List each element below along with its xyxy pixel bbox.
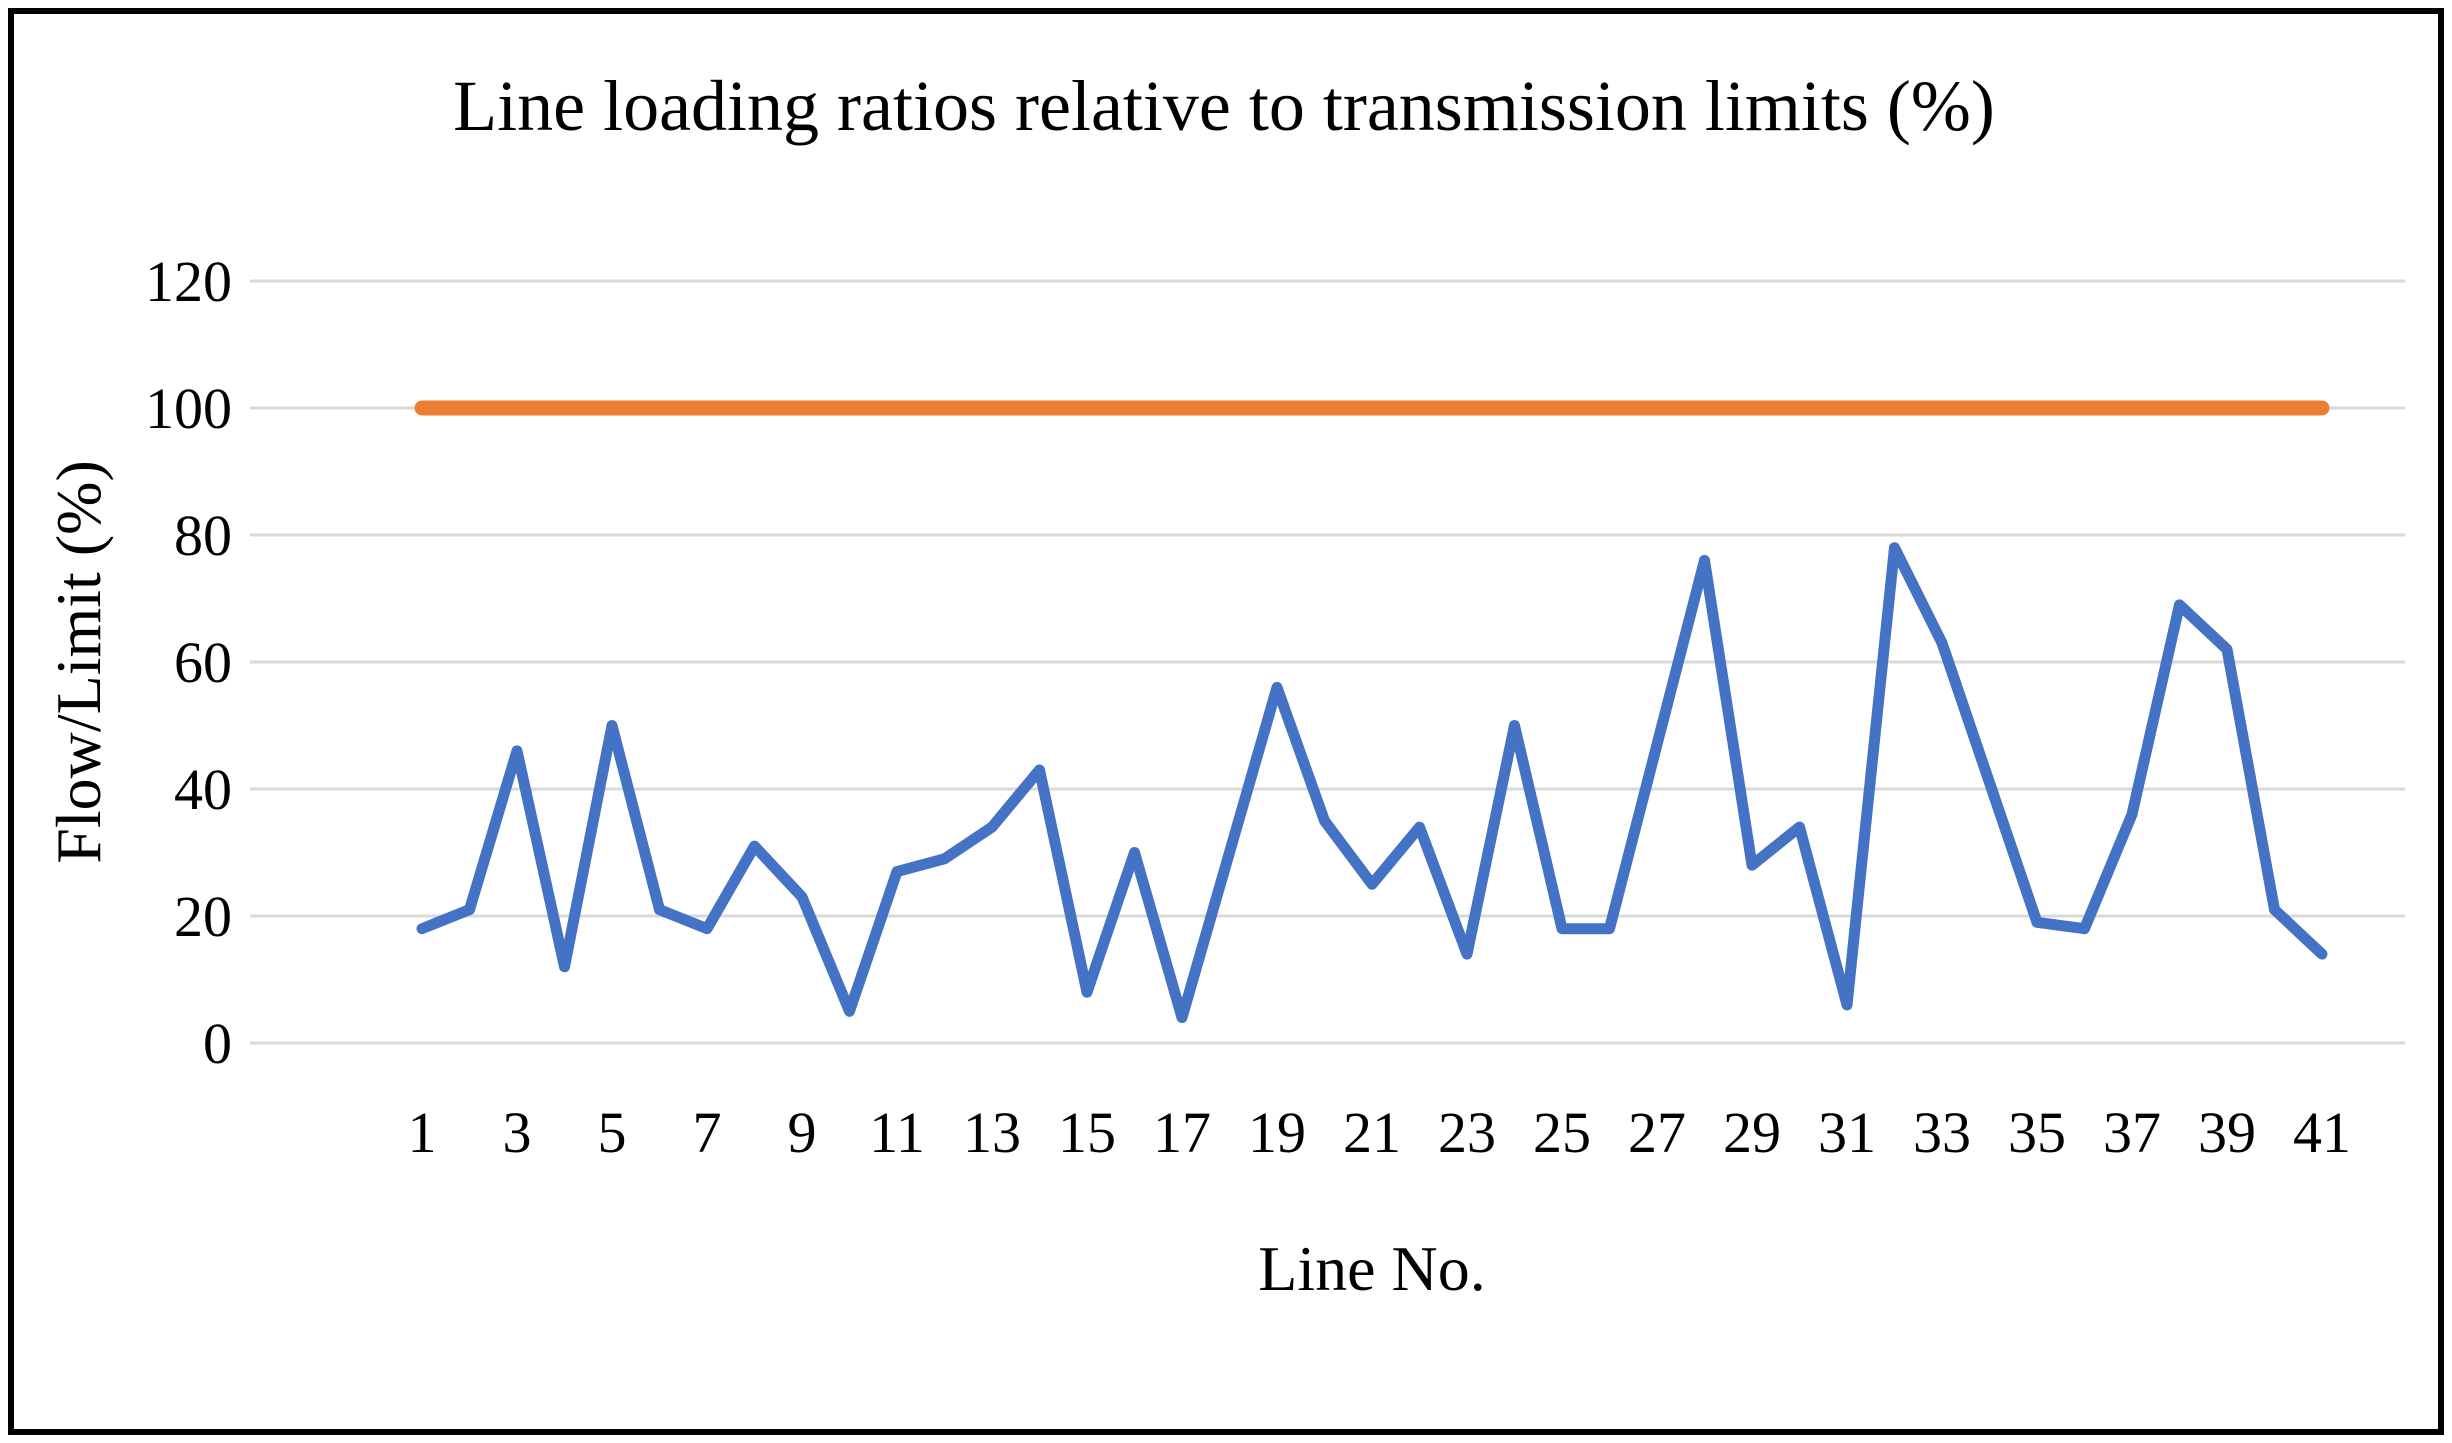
- x-tick-label-37: 37: [2103, 1100, 2161, 1165]
- x-tick-label-35: 35: [2008, 1100, 2066, 1165]
- y-tick-label-120: 120: [145, 249, 232, 314]
- x-tick-label-17: 17: [1153, 1100, 1211, 1165]
- x-axis-title: Line No.: [1258, 1233, 1486, 1304]
- x-tick-label-41: 41: [2293, 1100, 2351, 1165]
- x-tick-label-9: 9: [788, 1100, 817, 1165]
- y-tick-label-80: 80: [174, 503, 232, 568]
- y-tick-label-40: 40: [174, 757, 232, 822]
- x-tick-label-33: 33: [1913, 1100, 1971, 1165]
- x-tick-label-1: 1: [408, 1100, 437, 1165]
- x-tick-label-31: 31: [1818, 1100, 1876, 1165]
- chart-border: [8, 8, 2444, 1435]
- chart-title: Line loading ratios relative to transmis…: [453, 66, 1995, 146]
- x-axis-tick-labels: 1 3 5 7 9 11 13 15 17 19 21 23 25 27 29 31 33 35 37 39 41: [408, 1100, 2352, 1165]
- x-tick-label-25: 25: [1533, 1100, 1591, 1165]
- x-tick-label-13: 13: [963, 1100, 1021, 1165]
- x-tick-label-23: 23: [1438, 1100, 1496, 1165]
- y-tick-label-60: 60: [174, 630, 232, 695]
- x-tick-label-27: 27: [1628, 1100, 1686, 1165]
- x-tick-label-3: 3: [503, 1100, 532, 1165]
- x-tick-label-11: 11: [869, 1100, 925, 1165]
- y-axis-title: Flow/Limit (%): [43, 460, 114, 864]
- x-tick-label-15: 15: [1058, 1100, 1116, 1165]
- y-tick-label-20: 20: [174, 884, 232, 949]
- data-series: [414, 400, 2330, 1024]
- x-tick-label-21: 21: [1343, 1100, 1401, 1165]
- y-tick-label-0: 0: [203, 1011, 232, 1076]
- y-axis-tick-labels: 0 20 40 60 80 100 120: [145, 249, 232, 1076]
- x-tick-label-19: 19: [1248, 1100, 1306, 1165]
- x-tick-label-7: 7: [693, 1100, 722, 1165]
- x-tick-label-29: 29: [1723, 1100, 1781, 1165]
- y-tick-label-100: 100: [145, 376, 232, 441]
- series-line-0: [416, 542, 2328, 1024]
- x-tick-label-5: 5: [598, 1100, 627, 1165]
- x-tick-label-39: 39: [2198, 1100, 2256, 1165]
